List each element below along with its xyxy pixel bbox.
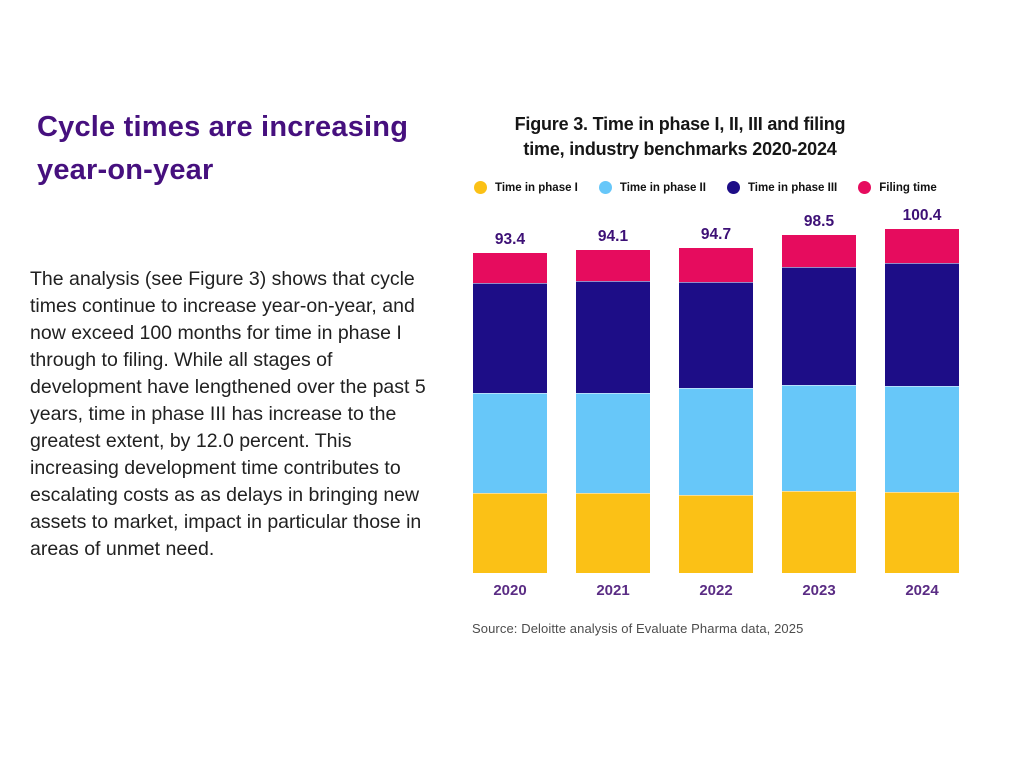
bar-total-label-2024: 100.4 bbox=[902, 206, 942, 224]
axis-label-2024: 2024 bbox=[905, 582, 939, 599]
axis-label-2021: 2021 bbox=[596, 582, 630, 599]
legend-label-time-in-phase-i: Time in phase I bbox=[495, 181, 578, 194]
bar-segment-time-in-phase-iii-2022 bbox=[679, 281, 753, 388]
legend-item-time-in-phase-i: Time in phase I bbox=[474, 181, 578, 194]
axis-label-2022: 2022 bbox=[699, 582, 733, 599]
bar-total-label-2022: 94.7 bbox=[700, 226, 732, 244]
bar-segment-time-in-phase-i-2021 bbox=[576, 492, 650, 573]
bar-segment-time-in-phase-iii-2024 bbox=[885, 262, 959, 386]
bar-segment-time-in-phase-i-2020 bbox=[473, 493, 547, 573]
bar-segment-time-in-phase-i-2022 bbox=[679, 494, 753, 573]
bar-stack-2022 bbox=[679, 248, 753, 573]
axis-label-2020: 2020 bbox=[493, 582, 527, 599]
bar-stack-2024 bbox=[885, 228, 959, 573]
figure-title-line1: Figure 3. Time in phase I, II, III and f… bbox=[514, 114, 846, 134]
legend-swatch-icon-time-in-phase-iii bbox=[726, 181, 740, 194]
bar-segment-filing-time-2023 bbox=[782, 235, 856, 268]
source-note: Source: Deloitte analysis of Evaluate Ph… bbox=[472, 621, 804, 636]
bar-segment-time-in-phase-ii-2022 bbox=[679, 387, 753, 495]
legend-swatch-icon-time-in-phase-ii bbox=[598, 181, 612, 194]
bar-segment-time-in-phase-iii-2021 bbox=[576, 281, 650, 394]
axis-label-2023: 2023 bbox=[802, 582, 836, 599]
legend-swatch-icon-filing-time bbox=[858, 181, 872, 194]
bar-total-label-2020: 93.4 bbox=[494, 230, 526, 248]
bar-stack-2023 bbox=[782, 235, 856, 573]
legend-label-filing-time: Filing time bbox=[879, 181, 937, 194]
legend-swatch-icon-time-in-phase-i bbox=[474, 181, 487, 194]
bar-segment-filing-time-2024 bbox=[885, 228, 959, 263]
bar-group-2021: 94.1 2021 bbox=[576, 228, 650, 599]
bar-segment-time-in-phase-ii-2020 bbox=[473, 392, 547, 494]
page-title: Cycle times are increasing year-on-year bbox=[37, 106, 477, 192]
legend-label-time-in-phase-iii: Time in phase III bbox=[747, 181, 838, 194]
page-title-line1: Cycle times are increasing bbox=[37, 111, 409, 143]
bar-segment-time-in-phase-iii-2023 bbox=[782, 267, 856, 385]
page-title-line2: year-on-year bbox=[37, 154, 214, 186]
bar-total-label-2023: 98.5 bbox=[803, 213, 835, 231]
bars-row: 93.4 2020 94.1 2021 94.7 2022 98.5 2023 100.4 202… bbox=[473, 206, 959, 599]
bar-group-2023: 98.5 2023 bbox=[782, 213, 856, 599]
figure-title: Figure 3. Time in phase I, II, III and f… bbox=[440, 112, 920, 162]
bar-total-label-2021: 94.1 bbox=[597, 228, 629, 246]
bar-segment-time-in-phase-ii-2021 bbox=[576, 393, 650, 493]
bar-segment-time-in-phase-ii-2023 bbox=[782, 384, 856, 491]
bar-stack-2020 bbox=[473, 252, 547, 573]
bar-group-2020: 93.4 2020 bbox=[473, 230, 547, 599]
legend-item-time-in-phase-iii: Time in phase III bbox=[726, 181, 838, 194]
bar-segment-filing-time-2022 bbox=[679, 248, 753, 282]
bar-stack-2021 bbox=[576, 250, 650, 573]
bar-group-2022: 94.7 2022 bbox=[679, 226, 753, 599]
bar-segment-time-in-phase-ii-2024 bbox=[885, 385, 959, 492]
body-paragraph: The analysis (see Figure 3) shows that c… bbox=[30, 268, 426, 560]
bar-segment-time-in-phase-i-2024 bbox=[885, 491, 959, 573]
bar-segment-filing-time-2020 bbox=[473, 252, 547, 283]
bar-group-2024: 100.4 2024 bbox=[885, 206, 959, 599]
chart-legend: Time in phase I Time in phase II Time in p… bbox=[474, 181, 937, 194]
bar-segment-time-in-phase-i-2023 bbox=[782, 491, 856, 573]
legend-item-filing-time: Filing time bbox=[858, 181, 937, 194]
bar-segment-time-in-phase-iii-2020 bbox=[473, 282, 547, 393]
legend-item-time-in-phase-ii: Time in phase II bbox=[598, 181, 706, 194]
figure-title-line2: time, industry benchmarks 2020-2024 bbox=[523, 139, 837, 159]
bar-segment-filing-time-2021 bbox=[576, 250, 650, 282]
legend-label-time-in-phase-ii: Time in phase II bbox=[619, 181, 706, 194]
